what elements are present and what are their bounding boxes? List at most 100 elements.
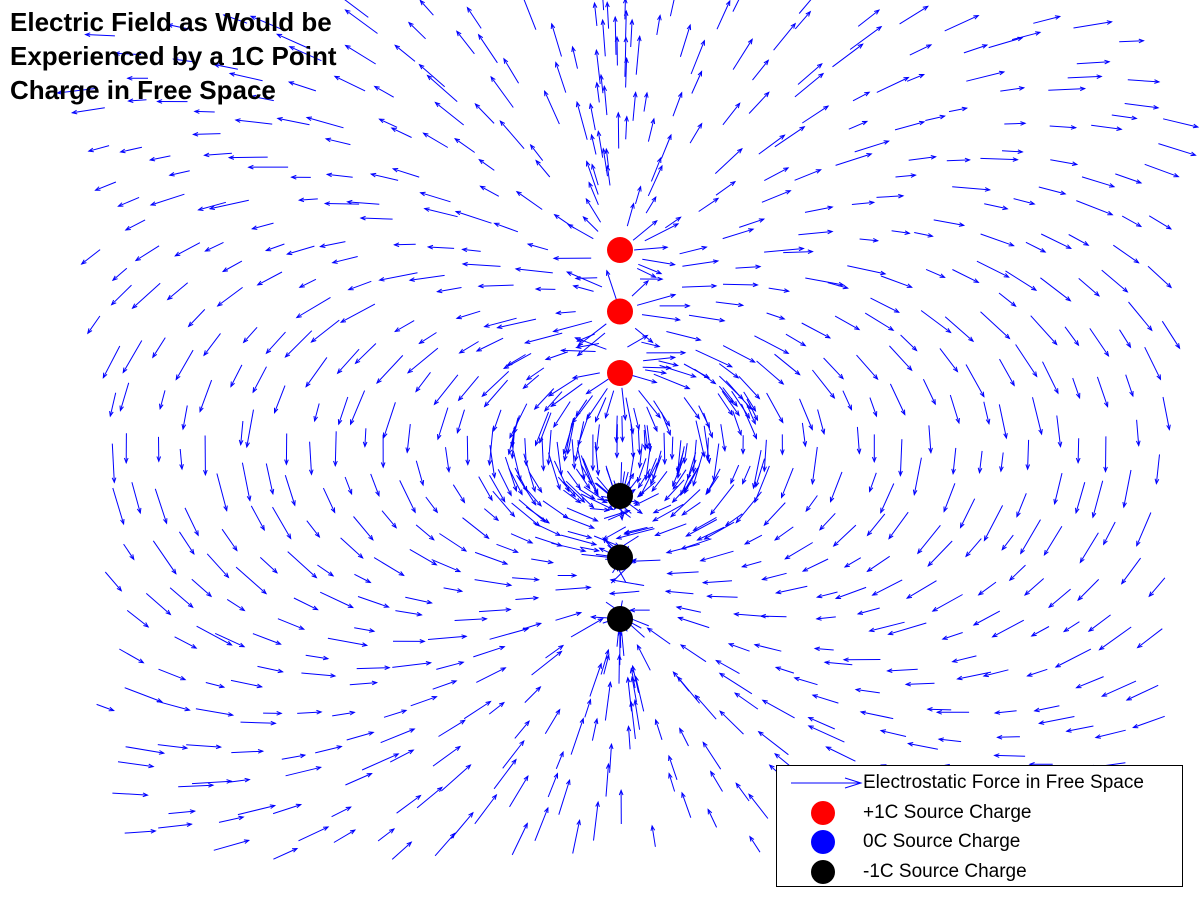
field-arrow (305, 116, 344, 129)
field-arrow (773, 22, 797, 51)
field-arrow (156, 99, 188, 104)
field-arrow (556, 441, 563, 477)
field-arrow (346, 731, 375, 741)
field-arrow (373, 85, 394, 98)
field-arrow (842, 657, 881, 662)
field-arrow (715, 301, 745, 308)
field-arrow (666, 331, 702, 342)
field-arrow (1001, 534, 1014, 551)
field-arrow (759, 613, 787, 619)
field-arrow (1075, 482, 1086, 515)
field-arrow (1161, 320, 1181, 350)
field-arrow (369, 172, 399, 181)
field-arrow (634, 245, 669, 251)
field-arrow (298, 826, 330, 842)
field-arrow (993, 753, 1026, 758)
field-arrow (546, 429, 552, 466)
field-arrow (474, 103, 495, 124)
field-arrow (383, 402, 396, 439)
field-arrow (196, 625, 233, 646)
field-arrow (636, 643, 651, 671)
field-arrow (1158, 143, 1197, 157)
field-arrow (998, 292, 1017, 308)
field-arrow (483, 508, 500, 522)
field-arrow (249, 15, 284, 31)
field-arrow (415, 524, 435, 541)
field-arrow (344, 44, 376, 65)
field-arrow (746, 398, 759, 422)
field-arrow (1042, 361, 1059, 395)
field-arrow (933, 219, 966, 227)
field-arrow (900, 334, 918, 352)
field-arrow (562, 515, 596, 529)
field-arrow (571, 395, 594, 424)
field-arrow (732, 0, 740, 12)
field-arrow (231, 749, 265, 754)
field-arrow (391, 168, 420, 178)
field-arrow (993, 710, 1017, 715)
field-arrow (322, 487, 336, 514)
field-arrow (644, 424, 650, 450)
field-arrow (1067, 74, 1103, 79)
field-arrow (265, 331, 286, 355)
field-arrow (685, 519, 718, 537)
field-arrow (1087, 614, 1111, 633)
field-arrow (1077, 579, 1100, 602)
field-arrow (395, 610, 423, 617)
field-arrow (333, 431, 338, 468)
field-arrow (781, 467, 794, 499)
field-arrow (748, 793, 769, 819)
field-arrow (345, 772, 373, 786)
field-arrow (801, 422, 808, 448)
field-arrow (284, 475, 296, 507)
field-arrow (337, 396, 349, 426)
field-arrow (641, 341, 661, 348)
field-arrow (455, 30, 475, 55)
field-arrow (754, 465, 770, 504)
field-arrow (344, 476, 353, 496)
field-arrow (959, 498, 976, 529)
field-arrow (237, 804, 277, 816)
black-circle-icon (811, 860, 835, 884)
field-arrow (984, 203, 1009, 211)
field-arrow (798, 229, 834, 236)
field-arrow (593, 800, 600, 841)
field-arrow (558, 778, 571, 815)
field-arrow (205, 682, 226, 689)
field-arrow (920, 310, 952, 334)
field-arrow (525, 367, 545, 381)
field-arrow (835, 153, 873, 166)
field-arrow (378, 118, 398, 128)
field-arrow (406, 347, 439, 374)
field-arrow (614, 424, 620, 459)
field-arrow (560, 534, 598, 546)
field-arrow (496, 543, 519, 553)
field-arrow (1040, 233, 1073, 249)
field-arrow (876, 193, 905, 199)
field-arrow (534, 286, 556, 292)
field-arrow (378, 272, 418, 282)
field-arrow (552, 256, 592, 261)
field-arrow (125, 746, 166, 755)
field-arrow (1144, 163, 1180, 178)
field-arrow (848, 120, 869, 130)
field-arrow (682, 259, 720, 267)
field-arrow (511, 822, 528, 856)
blue-circle-icon (811, 830, 835, 854)
field-arrow (297, 197, 318, 203)
field-arrow (646, 425, 652, 453)
field-arrow (988, 36, 1024, 49)
field-arrow (727, 643, 750, 652)
field-arrow (636, 293, 677, 306)
field-arrow (477, 283, 514, 289)
field-arrow (376, 355, 404, 384)
field-arrow (550, 22, 562, 57)
field-arrow (493, 409, 502, 432)
field-arrow (96, 703, 115, 712)
negative-charge-marker (607, 544, 633, 571)
field-arrow (1113, 244, 1140, 264)
field-arrow (333, 75, 366, 92)
field-arrow (1147, 265, 1173, 289)
field-arrow (1162, 118, 1200, 129)
field-arrow (680, 538, 712, 550)
